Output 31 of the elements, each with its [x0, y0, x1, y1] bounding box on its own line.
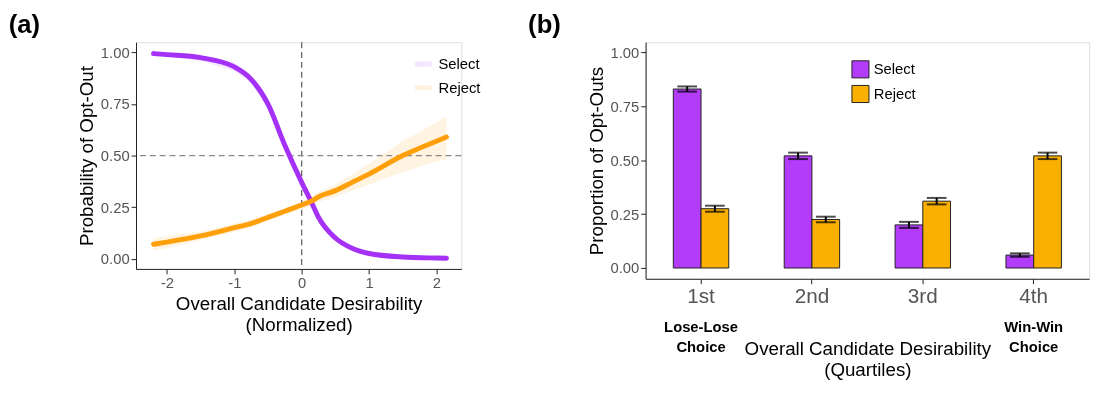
y-tick-label: 0.50 — [610, 152, 640, 169]
x-tick-label: 4th — [1019, 283, 1049, 307]
x-axis-title: Overall Candidate Desirability (Quartiles) — [744, 338, 992, 380]
x-tick-label: 1st — [687, 283, 716, 307]
x-tick-label: -1 — [228, 275, 242, 292]
x-tick-label: 2nd — [794, 283, 830, 307]
y-tick-label: 0.00 — [610, 260, 640, 277]
legend-label: Select — [438, 55, 480, 72]
text: Lose-Lose Choice — [664, 319, 738, 355]
y-tick-label: 0.50 — [100, 148, 130, 164]
y-axis-title: Probability of Opt-Out — [75, 65, 97, 247]
legend-label: Select — [873, 61, 915, 78]
x-tick-label: 3rd — [907, 283, 938, 307]
x-tick-label: -2 — [160, 275, 175, 292]
y-tick-label: 0.75 — [100, 96, 130, 113]
y-tick-label: 0.00 — [100, 251, 130, 268]
y-tick-label: 0.75 — [610, 98, 640, 115]
text: Win-Win Choice — [1004, 319, 1064, 355]
y-tick-label: 1.00 — [610, 44, 640, 61]
x-tick-label: 0 — [298, 275, 307, 292]
chart-title: (a) — [8, 9, 40, 38]
x-tick-label: 2 — [432, 275, 441, 292]
legend-label: Reject — [873, 85, 916, 102]
x-axis-title: Overall Candidate Desirability (Normalized) — [175, 292, 424, 335]
x-tick-label: 1 — [365, 275, 374, 292]
y-tick-label: 0.25 — [100, 199, 130, 216]
y-tick-label: 1.00 — [100, 44, 130, 61]
chart-title: (b) — [528, 10, 561, 39]
y-tick-label: 0.25 — [610, 206, 640, 223]
legend-label: Reject — [438, 79, 481, 96]
y-axis-title: Proportion of Opt-Outs — [585, 66, 607, 256]
